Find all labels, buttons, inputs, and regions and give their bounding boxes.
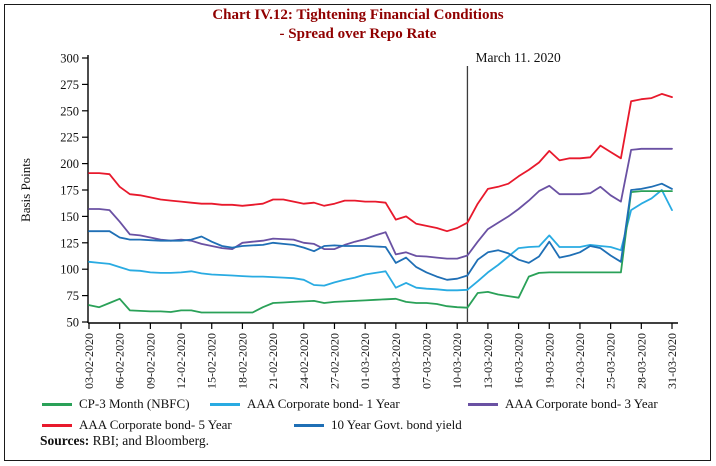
sources-label: Sources:: [40, 433, 90, 448]
legend-label: CP-3 Month (NBFC): [79, 396, 190, 411]
legend-item-10-year-govt-bond-yield: 10 Year Govt. bond yield: [294, 417, 462, 433]
legend-item-cp-3-month-nbfc: CP-3 Month (NBFC): [42, 396, 190, 412]
x-tick-label: 18-02-2020: [235, 333, 249, 389]
y-tick-label: 75: [67, 289, 80, 303]
x-tick-label: 15-02-2020: [205, 333, 219, 389]
legend-swatch-cp-3-month-nbfc: [42, 402, 72, 406]
legend-swatch-aaa-corporate-bond-1-year: [210, 402, 240, 406]
series-line-aaa-corporate-bond-5-year: [88, 93, 673, 233]
series-line-aaa-corporate-bond-1-year: [88, 189, 673, 292]
y-tick-label: 175: [60, 184, 79, 198]
legend-swatch-aaa-corporate-bond-5-year: [42, 423, 72, 427]
x-tick-label: 27-02-2020: [327, 333, 341, 389]
series-line-10-year-govt-bond-yield: [88, 182, 673, 281]
y-tick-label: 125: [60, 236, 79, 250]
y-tick-label: 100: [60, 263, 79, 277]
march-11-annotation: March 11. 2020: [475, 50, 561, 65]
x-tick-label: 13-03-2020: [481, 333, 495, 389]
x-tick-label: 10-03-2020: [450, 333, 464, 389]
x-tick-label: 21-02-2020: [266, 333, 280, 389]
legend-item-aaa-corporate-bond-1-year: AAA Corporate bond- 1 Year: [210, 396, 400, 412]
chart-title-block: Chart IV.12: Tightening Financial Condit…: [0, 6, 716, 44]
legend-label: AAA Corporate bond- 3 Year: [505, 396, 658, 411]
x-tick-label: 06-02-2020: [113, 333, 127, 389]
x-tick-label: 12-02-2020: [174, 333, 188, 389]
y-tick-label: 275: [60, 78, 79, 92]
legend-swatch-10-year-govt-bond-yield: [294, 423, 324, 427]
y-tick-label: 50: [67, 316, 80, 330]
legend-label: AAA Corporate bond- 5 Year: [79, 417, 232, 432]
y-tick-label: 225: [60, 131, 79, 145]
legend-item-aaa-corporate-bond-3-year: AAA Corporate bond- 3 Year: [468, 396, 658, 412]
sources-text: RBI; and Bloomberg.: [89, 433, 209, 448]
sources-note: Sources: RBI; and Bloomberg.: [40, 433, 209, 449]
legend-label: 10 Year Govt. bond yield: [331, 417, 462, 432]
series-line-cp-3-month-nbfc: [88, 190, 673, 314]
legend-item-aaa-corporate-bond-5-year: AAA Corporate bond- 5 Year: [42, 417, 232, 433]
legend-label: AAA Corporate bond- 1 Year: [247, 396, 400, 411]
y-tick-label: 200: [60, 157, 79, 171]
y-tick-label: 300: [60, 52, 79, 66]
y-axis-title: Basis Points: [18, 158, 33, 222]
x-tick-label: 22-03-2020: [573, 333, 587, 389]
x-tick-label: 09-02-2020: [143, 333, 157, 389]
x-tick-label: 24-02-2020: [297, 333, 311, 389]
x-tick-label: 01-03-2020: [358, 333, 372, 389]
y-tick-label: 150: [60, 210, 79, 224]
chart-title: Chart IV.12: Tightening Financial Condit…: [212, 7, 504, 23]
y-tick-label: 250: [60, 104, 79, 118]
series-line-aaa-corporate-bond-3-year: [88, 147, 673, 260]
x-tick-label: 03-02-2020: [82, 333, 96, 389]
x-tick-label: 04-03-2020: [389, 333, 403, 389]
legend-swatch-aaa-corporate-bond-3-year: [468, 402, 498, 406]
x-tick-label: 16-03-2020: [512, 333, 526, 389]
x-tick-label: 28-03-2020: [634, 333, 648, 389]
chart-frame: [4, 4, 711, 461]
chart-subtitle: - Spread over Repo Rate: [279, 26, 437, 42]
x-tick-label: 25-03-2020: [604, 333, 618, 389]
x-tick-label: 07-03-2020: [420, 333, 434, 389]
x-tick-label: 31-03-2020: [665, 333, 679, 389]
x-tick-label: 19-03-2020: [542, 333, 556, 389]
